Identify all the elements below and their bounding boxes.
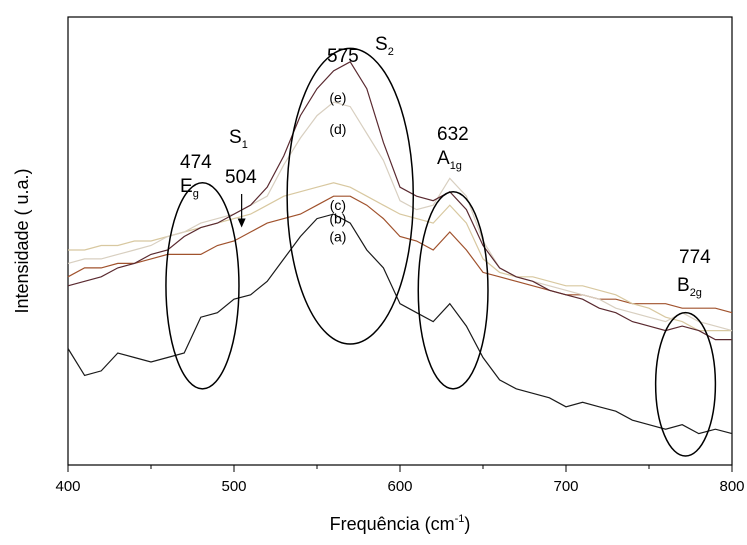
x-axis-label: Frequência (cm-1) bbox=[330, 513, 471, 534]
peak-ellipse-474 bbox=[165, 182, 240, 390]
y-axis-label: Intensidade ( u.a.) bbox=[12, 168, 32, 313]
series-label-0: (a) bbox=[329, 229, 346, 245]
x-tick-label-700: 700 bbox=[553, 478, 578, 495]
x-tick-label-500: 500 bbox=[221, 478, 246, 495]
peak-value-474: 474 bbox=[180, 152, 212, 173]
x-tick-label-600: 600 bbox=[387, 478, 412, 495]
series-line-1 bbox=[67, 195, 733, 314]
x-tick-label-400: 400 bbox=[55, 478, 80, 495]
series-label-3: (d) bbox=[329, 121, 346, 137]
arrow-head-504 bbox=[237, 218, 246, 228]
peak-symbol-575: S2 bbox=[375, 34, 394, 58]
peak-symbol-504: S1 bbox=[229, 127, 248, 151]
peak-value-575: 575 bbox=[327, 46, 359, 67]
annotation-layer: (a) (b)(c) (d) (e) 474 Eg 504 S1 575 S2 632 A1g 774 B… bbox=[165, 34, 717, 457]
series-line-0 bbox=[67, 213, 733, 435]
x-tick-layer: 400 500 600 700 800 bbox=[55, 465, 745, 495]
series-layer bbox=[67, 61, 733, 435]
series-label-2: (c) bbox=[330, 197, 346, 213]
series-line-4 bbox=[67, 61, 732, 341]
x-tick-label-800: 800 bbox=[719, 478, 744, 495]
series-line-3 bbox=[67, 101, 733, 332]
peak-value-504: 504 bbox=[225, 167, 257, 188]
series-label-4: (e) bbox=[329, 90, 346, 106]
peak-symbol-632: A1g bbox=[437, 148, 462, 172]
peak-ellipse-774 bbox=[654, 311, 717, 457]
peak-value-774: 774 bbox=[679, 247, 711, 268]
peak-symbol-474: Eg bbox=[180, 176, 199, 200]
series-label-1: (b) bbox=[329, 211, 346, 227]
plot-frame bbox=[67, 16, 733, 466]
peak-ellipse-575 bbox=[286, 47, 415, 345]
peak-symbol-774: B2g bbox=[677, 275, 702, 299]
peak-ellipse-632 bbox=[417, 190, 489, 390]
peak-value-632: 632 bbox=[437, 124, 469, 145]
